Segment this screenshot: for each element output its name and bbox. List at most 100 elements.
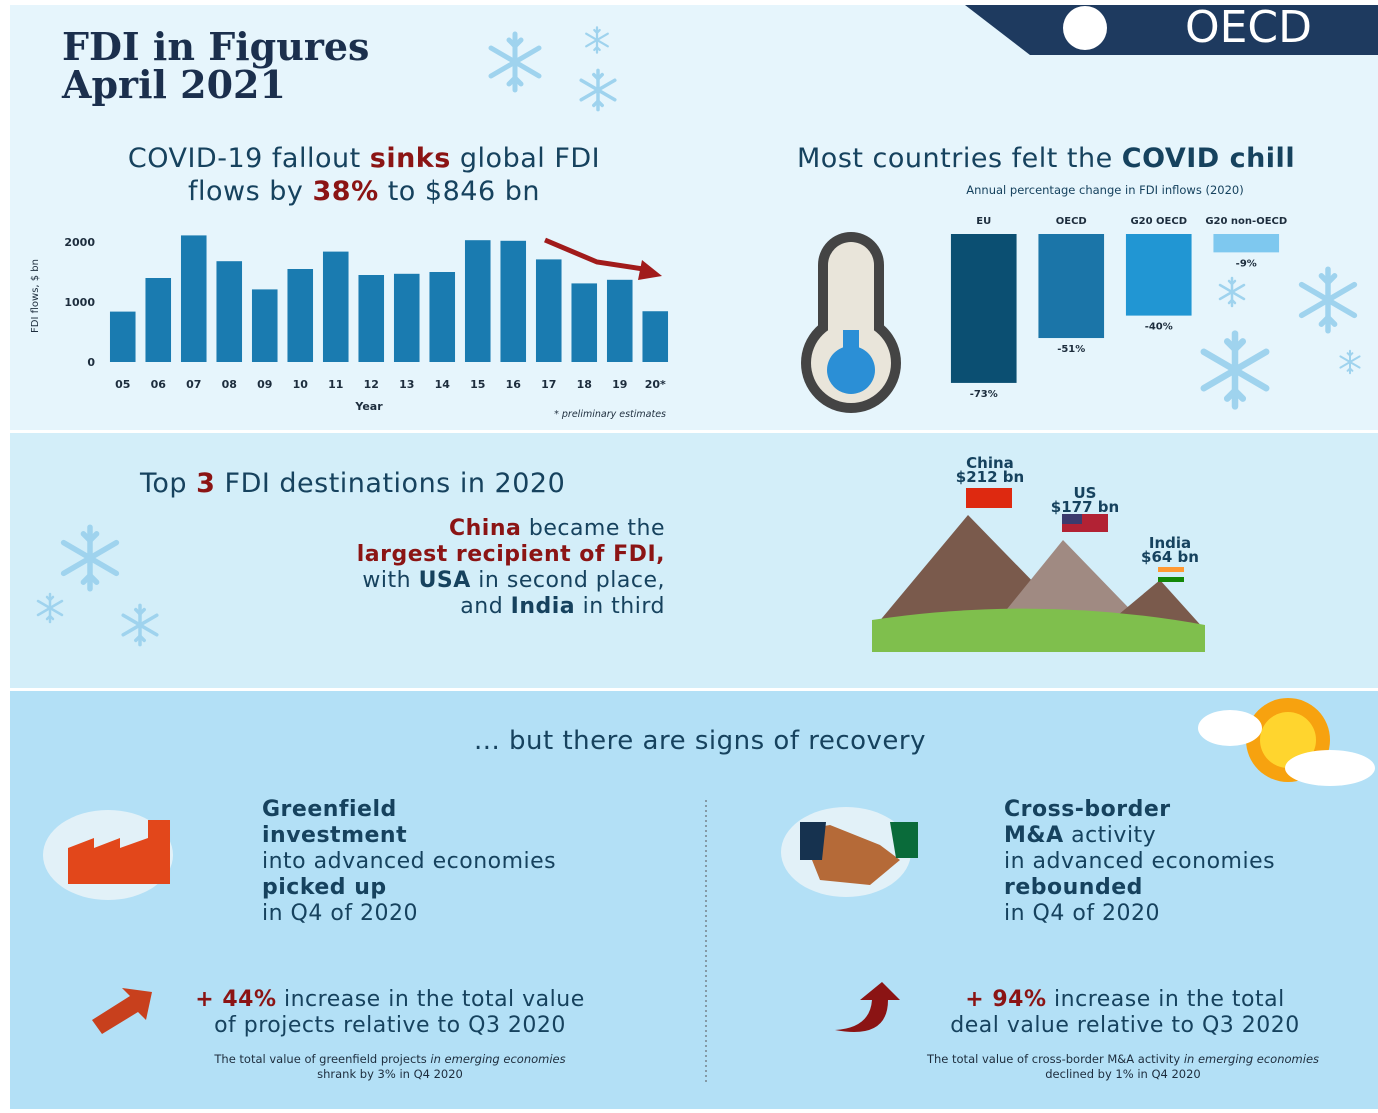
text-part: in Q4 of 2020 [262,901,418,926]
cloud [1198,710,1262,746]
section-title: Top 3 FDI destinations in 2020 [140,468,565,499]
x-tick-label: OECD [1056,216,1087,227]
text-part: shrank by 3% in Q4 2020 [317,1067,463,1081]
x-tick-label: G20 OECD [1130,216,1187,227]
peak-label: China$212 bn [940,456,1040,484]
title-part: global FDI [451,143,600,174]
x-tick-label: EU [976,216,991,227]
bar [500,241,526,362]
section-title: ... but there are signs of recovery [300,726,1100,756]
text-part: in advanced economies [1004,849,1275,874]
chart-title: Most countries felt the COVID chill [797,143,1295,174]
text-part: into advanced economies [262,849,556,874]
flag-india [1158,567,1184,572]
bar [1126,234,1192,316]
bar [216,261,242,362]
title-part: FDI destinations in 2020 [215,468,565,499]
x-tick-label: 05 [115,378,130,391]
y-tick-label: 2000 [64,236,95,249]
text-part: in emerging economies [430,1052,565,1066]
snowflake [38,594,62,622]
chart-title: COVID-19 fallout sinks global FDI [14,143,714,174]
text-part: increase in the total [1047,987,1285,1012]
x-tick-label: 09 [257,378,272,391]
x-axis-label: Year [354,400,383,413]
snowflake [581,70,615,109]
handshake-icon [800,822,826,860]
title-part: COVID chill [1122,143,1295,174]
bar [429,272,455,362]
text-part: declined by 1% in Q4 2020 [1045,1067,1201,1081]
text-part: increase in the total value [277,987,585,1012]
text-part: + 44% [195,987,276,1012]
title-part: 3 [196,468,215,499]
peak-value: $64 bn [1141,548,1199,566]
y-tick-label: 1000 [64,296,95,309]
bar [536,259,562,362]
bar [252,289,278,362]
increase-text: + 44% increase in the total valueof proj… [140,987,640,1039]
text-part: activity [1064,823,1157,848]
value-label: -40% [1145,322,1173,333]
logo-globe [1063,6,1107,50]
bar [110,312,136,362]
x-tick-label: 11 [328,378,343,391]
bar [287,269,313,362]
text-part: The total value of greenfield projects [214,1052,430,1066]
text-part: largest recipient of FDI, [357,542,665,567]
snowflake [1340,351,1359,373]
x-tick-label: 12 [364,378,379,391]
text-part: India [511,594,575,619]
chart-note: * preliminary estimates [554,409,666,420]
x-tick-label: 18 [577,378,592,391]
chart-subtitle: Annual percentage change in FDI inflows … [905,183,1305,197]
note: The total value of greenfield projects i… [140,1052,640,1082]
text-part: and [460,594,510,619]
bar [607,280,633,362]
text-part: rebounded [1004,875,1143,900]
bar [1038,234,1104,338]
cloud [1285,750,1375,786]
text-part: of projects relative to Q3 2020 [214,1013,566,1038]
text-part: in Q4 of 2020 [1004,901,1160,926]
peak-value: $212 bn [956,468,1024,486]
text-part: The total value of cross-border M&A acti… [927,1052,1184,1066]
x-tick-label: 14 [435,378,451,391]
snowflake [123,605,157,644]
x-tick-label: 06 [151,378,167,391]
thermometer [827,346,875,394]
increase-text: + 94% increase in the totaldeal value re… [875,987,1375,1039]
snowflake [1302,269,1355,331]
title-part: Top [140,468,196,499]
snowflake [64,527,117,589]
x-tick-label: 19 [612,378,627,391]
logo-band [965,5,1378,55]
x-tick-label: 07 [186,378,201,391]
peak-value: $177 bn [1051,498,1119,516]
flag-china [966,488,1012,508]
infographic: FDI in Figures April 2021 OECD COVID-19 … [0,0,1378,1113]
bar [951,234,1017,383]
bar [1213,234,1279,252]
chart: EU-73%OECD-51%G20 OECD-40%G20 non-OECD-9… [930,200,1290,410]
chart-title: flows by 38% to $846 bn [14,176,714,207]
bar [465,240,491,362]
title-part: sinks [370,143,451,174]
title-part: COVID-19 fallout [128,143,370,174]
text-part: in emerging economies [1184,1052,1319,1066]
bar [358,275,384,362]
text-part: + 94% [965,987,1046,1012]
note: The total value of cross-border M&A acti… [860,1052,1378,1082]
snowflake [586,27,608,52]
text-part: Greenfield [262,797,397,822]
trend-arrow [638,260,662,280]
title-part: Most countries felt the [797,143,1122,174]
bar [181,235,207,362]
bar [323,252,349,362]
bar [145,278,171,362]
snowflake [491,34,539,90]
bar [571,283,597,362]
peak-label: India$64 bn [1120,536,1220,564]
